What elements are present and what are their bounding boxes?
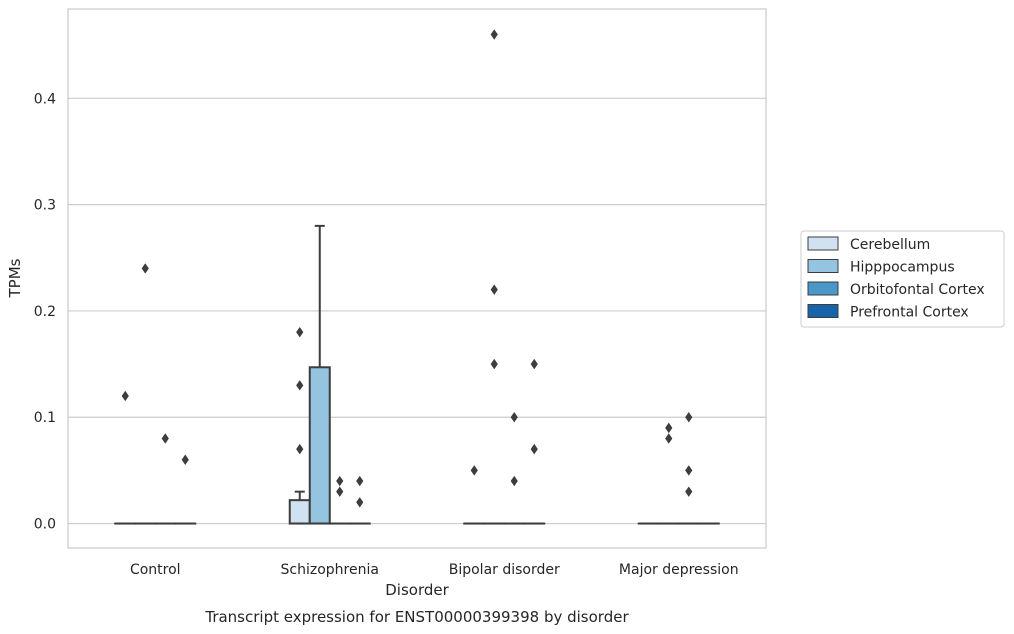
legend-label: Prefrontal Cortex <box>850 305 969 321</box>
plot-frame <box>67 8 767 549</box>
outlier-point <box>336 475 344 487</box>
x-tick-label: Schizophrenia <box>281 562 379 578</box>
x-tick-label: Control <box>130 562 181 578</box>
grid-lines <box>68 97 766 525</box>
outlier-point <box>356 475 364 487</box>
outlier-layer <box>121 29 693 508</box>
x-tick-label: Major depression <box>619 562 739 578</box>
outlier-point <box>685 486 693 497</box>
box <box>288 499 311 525</box>
outlier-point <box>356 497 364 508</box>
outlier-point <box>685 465 693 476</box>
outlier-point <box>490 358 498 370</box>
legend-swatch <box>807 236 839 251</box>
x-axis-label: Disorder <box>385 581 449 599</box>
outlier-point <box>685 412 693 423</box>
outlier-point <box>665 433 673 444</box>
y-tick-label: 0.1 <box>34 410 56 426</box>
outlier-point <box>336 486 344 497</box>
box <box>308 366 331 525</box>
outlier-point <box>510 412 518 423</box>
outlier-point <box>161 433 169 444</box>
outlier-point <box>181 454 189 465</box>
outlier-point <box>530 358 538 370</box>
outlier-point <box>490 284 498 295</box>
outlier-point <box>530 443 538 455</box>
legend-frame <box>800 230 1005 328</box>
y-tick-label: 0.4 <box>34 91 56 107</box>
outlier-point <box>510 475 518 487</box>
figure-caption: Transcript expression for ENST0000039939… <box>204 608 629 626</box>
y-tick-label: 0.0 <box>34 517 56 533</box>
y-axis-label: TPMs <box>6 258 24 298</box>
outlier-point <box>470 465 478 476</box>
outlier-point <box>490 29 498 40</box>
legend-swatch <box>807 259 839 273</box>
legend-label: Orbitofontal Cortex <box>850 282 985 298</box>
y-tick-label: 0.2 <box>34 304 56 320</box>
y-axis-ticks: 0.0 0.1 0.2 0.3 0.4 <box>34 91 56 532</box>
outlier-point <box>296 443 304 455</box>
y-tick-label: 0.3 <box>34 198 56 214</box>
outlier-point <box>141 263 149 274</box>
outlier-point <box>296 326 304 338</box>
legend-label: Hipppocampus <box>850 260 955 276</box>
box-layer <box>114 224 720 525</box>
legend-swatch <box>807 304 839 318</box>
legend-label: Cerebellum <box>850 237 930 253</box>
x-tick-label: Bipolar disorder <box>449 562 560 578</box>
x-axis-ticks: Control Schizophrenia Bipolar disorder Majo… <box>130 562 739 578</box>
outlier-point <box>296 380 304 391</box>
outlier-point <box>121 390 129 402</box>
legend: Cerebellum Hipppocampus Orbitofontal Corte… <box>800 230 1005 328</box>
outlier-point <box>665 422 673 434</box>
legend-swatch <box>807 281 839 296</box>
